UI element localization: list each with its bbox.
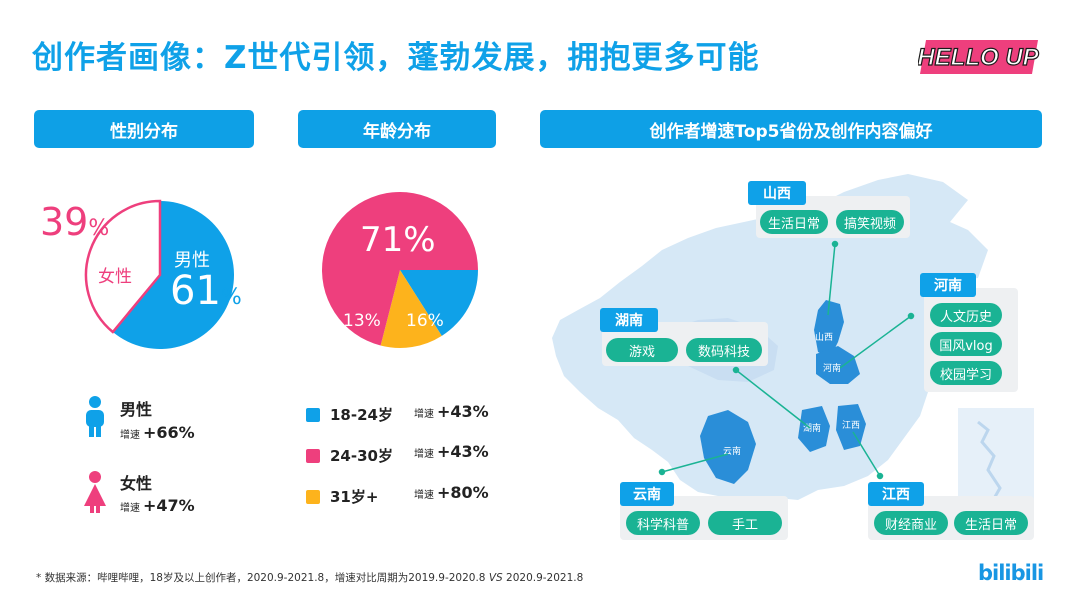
tag-jiangxi: 江西 — [868, 482, 924, 506]
map-label-shanxi: 山西 — [815, 332, 833, 343]
gender-pie-chart — [84, 199, 234, 349]
pill-hunan-1: 游戏 — [606, 338, 678, 362]
hello-up-logo: HELLO UP — [918, 40, 1040, 74]
pie-slice-1 — [380, 270, 442, 348]
logo-text: HELLO UP — [918, 44, 1040, 71]
female-icon — [82, 470, 108, 514]
page-title: 创作者画像：Z世代引领，蓬勃发展，拥抱更多可能 — [32, 40, 760, 76]
highlight-hunan: 湖南 — [798, 406, 830, 452]
age-growth-18-24: 增速 +43% — [414, 402, 489, 421]
pie-slice-0 — [112, 201, 234, 349]
section-gender-header: 性别分布 — [34, 110, 254, 148]
section-age-header: 年龄分布 — [298, 110, 496, 148]
pill-henan-3: 校园学习 — [930, 361, 1002, 385]
pill-henan-2: 国风vlog — [930, 332, 1002, 356]
male-growth: 增速 +66% — [120, 423, 195, 442]
female-legend-label: 女性 — [120, 474, 153, 493]
age-legend-24-30: 24-30岁 — [306, 445, 393, 466]
tag-hunan: 湖南 — [600, 308, 658, 332]
pill-yunnan-2: 手工 — [708, 511, 782, 535]
male-slice-label: 男性 — [174, 250, 210, 271]
male-legend-label: 男性 — [120, 400, 153, 419]
tag-yunnan: 云南 — [620, 482, 674, 506]
age-pct-13: 13% — [343, 311, 381, 331]
map-label-henan: 河南 — [823, 362, 841, 374]
pill-shanxi-1: 生活日常 — [760, 210, 828, 234]
legend-swatch-pink — [306, 448, 320, 463]
pie-slice-0 — [400, 270, 478, 336]
highlight-henan: 河南 — [816, 346, 860, 384]
age-pct-71: 71% — [360, 220, 436, 260]
male-icon — [82, 395, 108, 439]
tag-shanxi: 山西 — [748, 181, 806, 205]
highlight-jiangxi: 江西 — [836, 404, 866, 450]
bilibili-logo: bilibili — [978, 561, 1044, 585]
pill-hunan-2: 数码科技 — [686, 338, 762, 362]
highlight-yunnan: 云南 — [700, 410, 756, 484]
female-growth: 增速 +47% — [120, 496, 195, 515]
highlight-shanxi: 山西 — [814, 300, 844, 358]
pie-slice-1 — [84, 199, 162, 334]
legend-swatch-blue — [306, 407, 320, 422]
pill-shanxi-2: 搞笑视频 — [836, 210, 904, 234]
age-pct-16: 16% — [406, 311, 444, 331]
section-map-header: 创作者增速Top5省份及创作内容偏好 — [540, 110, 1042, 148]
age-pie-chart — [322, 192, 478, 348]
map-label-hunan: 湖南 — [803, 422, 821, 434]
age-growth-24-30: 增速 +43% — [414, 442, 489, 461]
age-legend-31plus: 31岁+ — [306, 486, 378, 507]
age-growth-31plus: 增速 +80% — [414, 483, 489, 502]
age-legend-18-24: 18-24岁 — [306, 404, 393, 425]
pie-slice-2 — [322, 192, 478, 346]
pill-henan-1: 人文历史 — [930, 303, 1002, 327]
map-label-jiangxi: 江西 — [842, 420, 860, 431]
pill-yunnan-1: 科学科普 — [626, 511, 700, 535]
female-slice-label: 女性 — [98, 267, 132, 287]
footnote: * 数据来源：哔哩哔哩，18岁及以上创作者，2020.9-2021.8，增速对比… — [36, 572, 584, 584]
male-pct-label: 61% — [170, 268, 242, 314]
connector-lines — [658, 240, 915, 480]
legend-swatch-yellow — [306, 489, 320, 504]
pill-jiangxi-2: 生活日常 — [954, 511, 1028, 535]
female-pct-label: 39% — [40, 200, 110, 244]
pill-jiangxi-1: 财经商业 — [874, 511, 948, 535]
tag-henan: 河南 — [920, 273, 976, 297]
